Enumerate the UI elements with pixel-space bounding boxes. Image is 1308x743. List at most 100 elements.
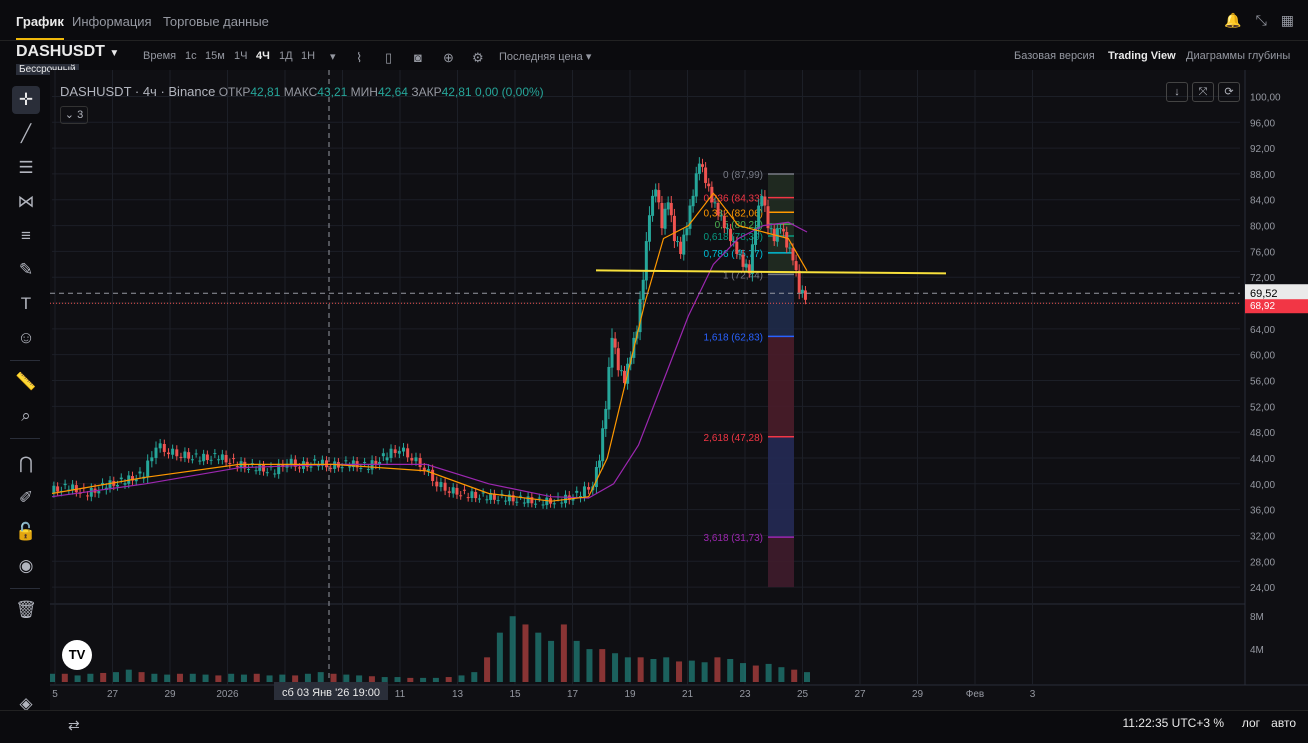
crosshair-icon[interactable]: ✛ bbox=[12, 86, 40, 114]
candle bbox=[389, 448, 393, 458]
collapse-icon[interactable]: ⤡ bbox=[1255, 12, 1267, 28]
candle bbox=[313, 459, 317, 461]
interval-15m[interactable]: 15м bbox=[205, 50, 225, 62]
layers-icon[interactable]: ◈ bbox=[19, 694, 33, 713]
interval-1h[interactable]: 1Ч bbox=[234, 50, 248, 62]
lock-draw-icon[interactable]: ✐ bbox=[18, 488, 34, 507]
volume-bar bbox=[612, 653, 619, 682]
candle bbox=[504, 500, 508, 502]
candle bbox=[333, 461, 337, 469]
candle bbox=[289, 458, 293, 465]
ruler-icon[interactable]: 📏 bbox=[15, 372, 37, 391]
candle bbox=[754, 228, 758, 245]
date-range-icon[interactable]: ⇄ bbox=[68, 717, 80, 733]
indicators-icon[interactable]: ⌇ bbox=[356, 50, 363, 65]
candle bbox=[607, 366, 611, 410]
candle bbox=[202, 453, 206, 462]
zoom-icon[interactable]: ⌕ bbox=[21, 406, 31, 425]
trendline-icon[interactable]: ╱ bbox=[20, 124, 32, 143]
price-tick-label: 60,00 bbox=[1250, 351, 1275, 362]
candle-type-icon[interactable]: ▯ bbox=[385, 50, 393, 65]
candle bbox=[638, 299, 642, 333]
volume-bar bbox=[74, 675, 81, 682]
candle bbox=[344, 460, 348, 462]
view-tradingview[interactable]: Trading View bbox=[1108, 50, 1176, 62]
candle bbox=[154, 447, 158, 458]
log-toggle[interactable]: лог bbox=[1241, 716, 1260, 730]
bell-icon[interactable]: 🔔 bbox=[1224, 12, 1242, 28]
unlock-icon[interactable]: 🔓 bbox=[15, 522, 37, 541]
candle bbox=[71, 484, 75, 491]
tab-chart[interactable]: График bbox=[16, 14, 64, 40]
view-basic[interactable]: Базовая версия bbox=[1014, 50, 1095, 62]
candle bbox=[575, 490, 579, 493]
interval-more-icon[interactable]: ▾ bbox=[330, 51, 336, 63]
volume-bar bbox=[215, 675, 222, 682]
percent-toggle[interactable]: % bbox=[1213, 716, 1224, 730]
brush-icon[interactable]: ✎ bbox=[18, 260, 34, 279]
settings-icon[interactable]: ⚙ bbox=[472, 50, 484, 65]
time-tick-label: 13 bbox=[452, 689, 464, 700]
horizontal-lines-icon[interactable]: ☰ bbox=[18, 158, 34, 177]
fullscreen-icon[interactable]: ⤧ bbox=[1192, 82, 1214, 102]
volume-bar bbox=[432, 677, 439, 682]
interval-4h[interactable]: 4Ч bbox=[256, 50, 270, 62]
candle bbox=[316, 465, 320, 467]
eye-icon[interactable]: ◉ bbox=[18, 556, 34, 575]
candle bbox=[439, 482, 443, 488]
indicators-toggle[interactable]: ⌄ 3 bbox=[60, 106, 88, 124]
price-chart[interactable]: 24,00 28,00 32,00 36,00 40,00 44,00 48,00 52,00… bbox=[50, 70, 1308, 710]
candle bbox=[247, 468, 251, 470]
download-icon[interactable]: ↓ bbox=[1166, 82, 1188, 102]
candle bbox=[530, 497, 534, 504]
time-tick-label: 29 bbox=[912, 689, 924, 700]
volume-bar bbox=[740, 663, 747, 682]
candle bbox=[393, 449, 397, 454]
time-tick-label: 19 bbox=[624, 689, 636, 700]
candle bbox=[688, 205, 692, 229]
candle bbox=[489, 493, 493, 500]
view-depth[interactable]: Диаграммы глубины bbox=[1186, 50, 1291, 62]
trash-icon[interactable]: 🗑 bbox=[15, 600, 37, 619]
volume-bar bbox=[138, 672, 145, 682]
tab-trading-data[interactable]: Торговые данные bbox=[163, 14, 269, 29]
legend-title: DASHUSDT · 4ч · Binance bbox=[60, 84, 216, 99]
camera-icon[interactable]: ◙ bbox=[414, 50, 422, 65]
candle bbox=[166, 452, 170, 455]
volume-bar bbox=[164, 674, 171, 682]
volume-bar bbox=[279, 674, 286, 682]
candle bbox=[119, 477, 123, 480]
text-icon[interactable]: T bbox=[20, 294, 32, 313]
time-tick-label: 25 bbox=[797, 689, 809, 700]
candle bbox=[660, 202, 664, 229]
price-type-select[interactable]: Последняя цена ▾ bbox=[499, 51, 592, 63]
candle bbox=[741, 254, 745, 267]
pattern-icon[interactable]: ⋈ bbox=[17, 192, 35, 211]
interval-1d[interactable]: 1Д bbox=[279, 50, 293, 62]
time-label[interactable]: Время bbox=[143, 50, 177, 62]
tab-info[interactable]: Информация bbox=[72, 14, 152, 29]
candle bbox=[785, 232, 789, 248]
candle bbox=[685, 228, 689, 236]
candle bbox=[348, 466, 352, 468]
clock[interactable]: 11:22:35 UTC+3 bbox=[1122, 716, 1211, 730]
auto-toggle[interactable]: авто bbox=[1271, 716, 1296, 730]
fib-icon[interactable]: ≡ bbox=[21, 226, 31, 245]
candle bbox=[293, 459, 297, 467]
fib-zone-blue bbox=[768, 436, 794, 538]
candle bbox=[217, 459, 221, 461]
candle bbox=[451, 487, 455, 494]
candle bbox=[654, 189, 658, 197]
emoji-icon[interactable]: ☺ bbox=[17, 328, 35, 347]
interval-1s[interactable]: 1с bbox=[185, 50, 197, 62]
interval-1w[interactable]: 1Н bbox=[301, 50, 316, 62]
candle bbox=[691, 195, 695, 207]
candle bbox=[616, 348, 620, 371]
symbol-selector[interactable]: DASHUSDT ▼ bbox=[16, 43, 120, 60]
layout-icon[interactable]: ▦ bbox=[1280, 12, 1294, 28]
magnet-icon[interactable]: ⋂ bbox=[19, 454, 33, 473]
refresh-icon[interactable]: ⟳ bbox=[1218, 82, 1240, 102]
candle bbox=[735, 241, 739, 254]
candle bbox=[477, 498, 481, 500]
add-icon[interactable]: ⊕ bbox=[443, 50, 454, 65]
